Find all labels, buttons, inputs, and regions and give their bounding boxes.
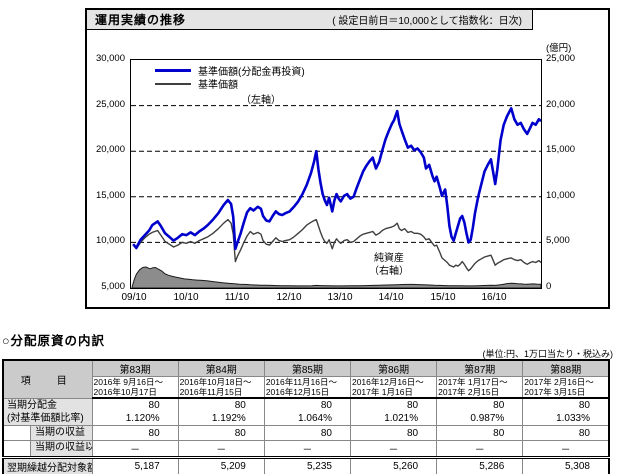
row-label-profit: 当期の収益 — [2, 425, 93, 441]
net-assets-area — [132, 267, 541, 288]
x-axis-tick: 16/10 — [481, 292, 507, 303]
reinvested-nav-line — [133, 108, 541, 249]
profit-value: 80 — [436, 425, 524, 441]
carryover-value: 5,286 — [436, 456, 524, 474]
chart-title: 運用実績の推移 — [95, 13, 187, 27]
distribution-value: 80 1.033% — [522, 397, 610, 426]
chart-legend: 基準価額(分配金再投資) 基準価額 （左軸） — [155, 64, 305, 106]
carryover-row: 翌期繰越分配対象額 5,187 5,209 5,235 5,260 5,286 … — [2, 456, 610, 474]
period-name: 第83期 — [91, 359, 179, 377]
x-axis-tick: 14/10 — [378, 292, 404, 303]
right-axis-unit-label: (億円) — [546, 43, 572, 54]
left-axis-tick: 20,000 — [95, 144, 125, 155]
profit-value: 80 — [522, 425, 610, 441]
period-dates: 2016年10月18日～ 2016年11月15日 — [177, 376, 265, 399]
left-axis-note: （左軸） — [241, 95, 281, 106]
non-profit-value: － — [91, 440, 179, 458]
chart-subtitle: ( 設定日前日＝10,000として指数化：日次) — [332, 16, 522, 27]
non-profit-row: 当期の収益以外 － － － － － － — [2, 440, 610, 458]
profit-row: 当期の収益 80 80 80 80 80 80 — [2, 425, 610, 441]
carryover-value: 5,260 — [349, 456, 438, 474]
left-axis-tick: 5,000 — [101, 281, 125, 292]
carryover-value: 5,209 — [177, 456, 265, 474]
row-label-non-profit: 当期の収益以外 — [2, 440, 93, 458]
distribution-row: 当期分配金 (対基準価額比率) 80 1.120% 80 1.192% 80 1.06… — [2, 397, 610, 426]
carryover-value: 5,235 — [263, 456, 351, 474]
carryover-value: 5,308 — [522, 456, 610, 474]
period-header-row: 項 目 第83期 第84期 第85期 第86期 第87期 第88期 — [2, 359, 610, 399]
x-axis-tick: 13/10 — [327, 292, 353, 303]
x-axis-tick: 15/10 — [430, 292, 456, 303]
legend-label-reinvested: 基準価額(分配金再投資) — [198, 67, 305, 78]
performance-chart-panel: 運用実績の推移 ( 設定日前日＝10,000として指数化：日次) (億円) 30… — [85, 8, 610, 309]
x-axis-tick: 11/10 — [224, 292, 250, 303]
nav-line — [133, 220, 541, 271]
period-dates-row: 2016年 9月16日～ 2016年10月17日 2016年10月18日～ 2016… — [3, 376, 610, 399]
chart-title-bar: 運用実績の推移 ( 設定日前日＝10,000として指数化：日次) — [87, 10, 533, 30]
right-axis-tick: 25,000 — [546, 53, 576, 64]
non-profit-value: － — [177, 440, 265, 458]
period-dates: 2016年 9月16日～ 2016年10月17日 — [91, 376, 179, 399]
legend-row: 基準価額(分配金再投資) — [155, 64, 305, 78]
carryover-value: 5,187 — [91, 456, 179, 474]
x-axis-tick: 10/10 — [173, 292, 199, 303]
unit-note: (単位:円、1万口当たり・税込み) — [482, 349, 613, 359]
profit-value: 80 — [349, 425, 438, 441]
blue-line-sample-icon — [155, 69, 191, 72]
non-profit-value: － — [349, 440, 438, 458]
row-label-carryover: 翌期繰越分配対象額 — [2, 456, 93, 474]
distribution-value: 80 1.192% — [177, 397, 265, 426]
period-name: 第84期 — [177, 359, 265, 377]
period-dates: 2016年12月16日～ 2017年 1月16日 — [349, 376, 438, 399]
distribution-value: 80 1.021% — [349, 397, 438, 426]
item-header-cell: 項 目 — [2, 359, 93, 399]
left-axis-tick: 10,000 — [95, 235, 125, 246]
right-axis-tick: 5,000 — [546, 235, 570, 246]
right-axis-tick: 15,000 — [546, 144, 576, 155]
period-name: 第85期 — [263, 359, 351, 377]
distribution-value: 80 0.987% — [436, 397, 524, 426]
period-dates: 2017年 1月17日～ 2017年 2月15日 — [436, 376, 524, 399]
profit-value: 80 — [177, 425, 265, 441]
period-name: 第88期 — [522, 359, 610, 377]
left-axis-tick: 25,000 — [95, 99, 125, 110]
distribution-value: 80 1.064% — [263, 397, 351, 426]
period-dates: 2017年 2月16日～ 2017年 3月15日 — [522, 376, 610, 399]
right-axis-tick: 0 — [546, 281, 552, 292]
right-axis-tick: 20,000 — [546, 99, 576, 110]
net-assets-annotation: 純資産 （右軸） — [369, 253, 409, 277]
period-dates: 2016年11月16日～ 2016年12月15日 — [263, 376, 351, 399]
plot-area-wrapper: (億円) 30,000 25,000 20,000 15,000 10,000 … — [87, 30, 608, 307]
period-name: 第86期 — [349, 359, 438, 377]
row-label: 当期分配金 (対基準価額比率) — [2, 397, 93, 426]
non-profit-value: － — [522, 440, 610, 458]
period-name: 第87期 — [436, 359, 524, 377]
left-axis-tick: 30,000 — [95, 53, 125, 64]
plot-frame — [130, 59, 542, 289]
profit-value: 80 — [91, 425, 179, 441]
legend-row: 基準価額 — [155, 77, 305, 91]
left-axis-tick: 15,000 — [95, 190, 125, 201]
performance-line-chart — [131, 60, 541, 288]
x-axis-tick: 12/10 — [276, 292, 302, 303]
right-axis-tick: 10,000 — [546, 190, 576, 201]
x-axis-tick: 09/10 — [121, 292, 147, 303]
gray-line-sample-icon — [155, 82, 191, 85]
distribution-source-table: 項 目 第83期 第84期 第85期 第86期 第87期 第88期 2016年 … — [2, 359, 610, 474]
non-profit-value: － — [263, 440, 351, 458]
non-profit-value: － — [436, 440, 524, 458]
profit-value: 80 — [263, 425, 351, 441]
section-title: ○分配原資の内訳 — [2, 334, 106, 348]
distribution-value: 80 1.120% — [91, 397, 179, 426]
legend-label-nav: 基準価額 — [198, 80, 238, 91]
